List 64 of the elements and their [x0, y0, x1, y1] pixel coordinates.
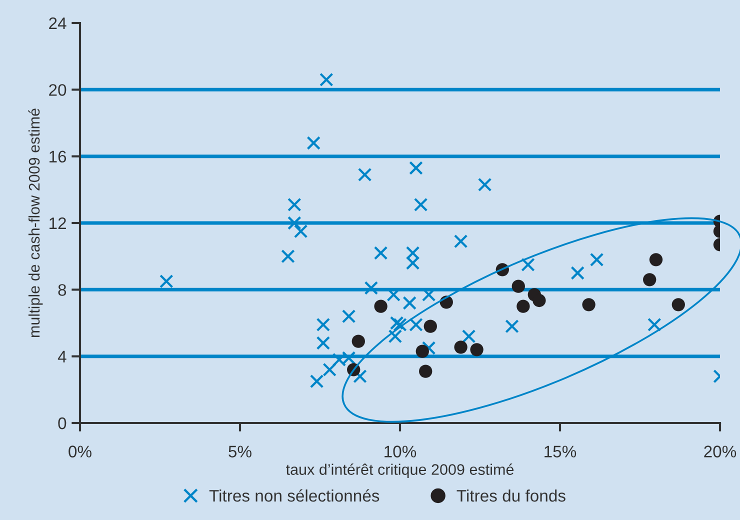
point: [409, 318, 423, 332]
point: [419, 364, 432, 378]
point: [322, 362, 337, 377]
point: [643, 273, 656, 286]
x-axis-title: taux d’intérêt critique 2009 estimé: [286, 464, 514, 478]
point: [390, 316, 404, 330]
point: [470, 343, 484, 356]
point: [388, 329, 402, 344]
point: [649, 253, 663, 266]
point: [306, 136, 321, 150]
point: [159, 274, 174, 288]
y-tick-label: 8: [58, 284, 66, 296]
legend-label: Titres non sélectionnés: [209, 489, 380, 502]
point: [316, 318, 330, 332]
point: [532, 294, 546, 308]
point: [353, 369, 367, 384]
y-axis-title: multiple de cash-flow 2009 estimé: [28, 108, 43, 338]
y-tick-label: 16: [50, 150, 66, 163]
point: [521, 258, 535, 272]
point: [516, 300, 530, 313]
point: [374, 246, 388, 260]
point: [414, 198, 428, 212]
point: [402, 296, 417, 310]
point: [505, 319, 519, 334]
point: [416, 344, 429, 358]
x-tick-label: 5%: [228, 446, 252, 458]
point: [462, 329, 476, 344]
point: [590, 252, 604, 267]
point: [422, 341, 436, 355]
point: [512, 280, 525, 293]
point: [364, 281, 378, 295]
x-tick-label: 15%: [544, 446, 576, 458]
y-tick-label: 20: [49, 84, 66, 96]
point: [424, 320, 437, 333]
x-tick-label: 0%: [68, 446, 92, 458]
x-tick-label: 20%: [704, 446, 736, 458]
point: [319, 72, 334, 87]
point: [570, 266, 585, 280]
point: [316, 336, 330, 350]
point: [454, 340, 468, 354]
point: [352, 334, 365, 348]
y-tick-label: 4: [58, 350, 66, 362]
point: [281, 249, 295, 264]
point: [647, 318, 662, 332]
legend-label: Titres du fonds: [456, 489, 566, 502]
y-tick-label: 24: [49, 17, 66, 30]
x-tick-label: 10%: [384, 446, 416, 458]
point: [393, 318, 407, 332]
point: [358, 168, 372, 182]
point: [582, 298, 596, 312]
point: [287, 198, 302, 212]
point: [342, 309, 356, 324]
point: [294, 224, 308, 238]
point: [672, 298, 685, 312]
y-tick-label: 12: [50, 217, 66, 230]
point: [454, 234, 468, 248]
point: [287, 216, 302, 230]
point: [478, 178, 492, 192]
point: [374, 300, 388, 313]
point: [406, 256, 420, 270]
point: [409, 161, 423, 175]
y-tick-label: 0: [58, 417, 66, 430]
point: [406, 246, 420, 260]
point: [310, 374, 324, 388]
